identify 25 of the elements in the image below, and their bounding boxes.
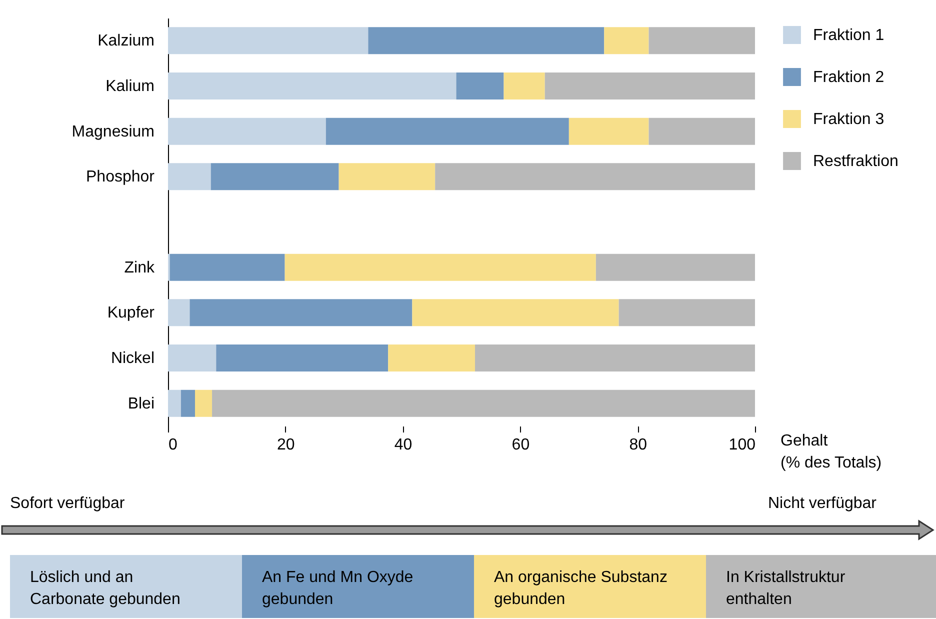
x-tick-label: 20 <box>277 436 295 454</box>
y-tick-label: Phosphor <box>86 168 156 186</box>
x-axis-title: Gehalt (% des Totals) <box>780 432 882 472</box>
label-panel: An organische Substanz gebunden <box>474 555 706 618</box>
label-panel: An Fe und Mn Oxyde gebunden <box>242 555 474 618</box>
x-tick-label: 80 <box>629 436 648 454</box>
y-tick-label: Kupfer <box>107 304 156 322</box>
x-tick-label: 0 <box>168 436 178 454</box>
legend-label: Fraktion 2 <box>813 69 884 86</box>
label-panel: In Kristallstruktur enthalten <box>706 555 936 618</box>
label-panel: Löslich und an Carbonate gebunden <box>10 555 242 618</box>
legend-label: Fraktion 1 <box>813 27 884 44</box>
y-tick-label: Kalium <box>106 78 154 95</box>
x-tick-label: 60 <box>512 436 530 454</box>
y-tick-label: Kalzium <box>98 32 154 50</box>
x-tick-label: 100 <box>728 436 756 454</box>
y-tick-label: Magnesium <box>72 123 154 140</box>
legend-label: Restfraktion <box>813 153 898 170</box>
y-tick-label: Blei <box>128 395 154 412</box>
x-tick-label: 40 <box>394 436 412 454</box>
text: Sofort verfügbar <box>10 495 125 513</box>
text: Nicht verfügbar <box>768 495 876 513</box>
y-tick-label: Nickel <box>110 350 154 367</box>
legend-label: Fraktion 3 <box>813 111 884 128</box>
y-tick-label: Zink <box>124 259 156 276</box>
